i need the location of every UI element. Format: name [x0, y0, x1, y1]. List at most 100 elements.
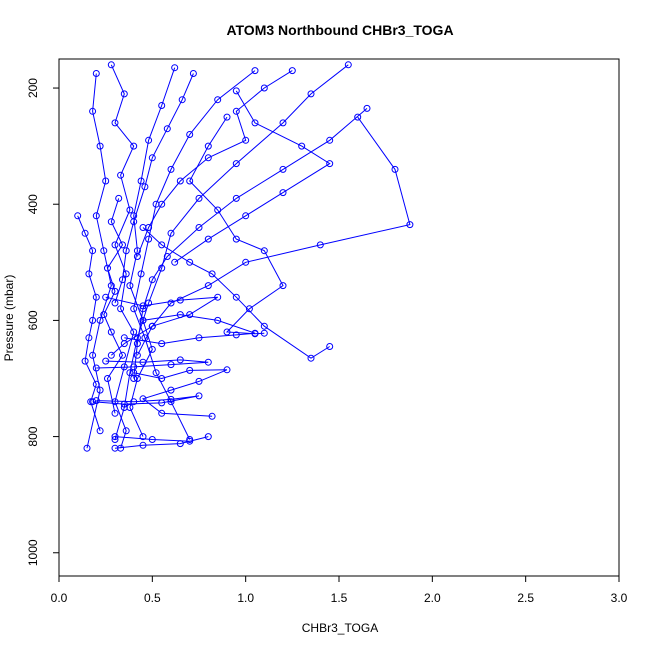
data-point — [119, 351, 126, 359]
data-point — [139, 395, 147, 403]
series-line — [110, 64, 135, 449]
data-point — [223, 328, 231, 336]
data-point — [111, 436, 119, 443]
data-point — [102, 357, 110, 365]
y-axis-label: Pressure (mbar) — [2, 275, 16, 362]
series-line — [86, 73, 112, 449]
data-point — [223, 366, 231, 374]
data-point — [83, 444, 91, 452]
data-point — [96, 386, 104, 394]
series-3 — [130, 67, 259, 443]
data-point — [204, 282, 212, 290]
data-point — [406, 221, 414, 229]
data-point — [186, 437, 194, 445]
data-point — [158, 241, 166, 249]
data-point — [89, 316, 97, 324]
data-point — [214, 316, 222, 324]
data-point — [126, 282, 134, 290]
y-tick-label: 400 — [26, 194, 40, 214]
data-point — [344, 61, 352, 69]
data-point — [96, 316, 104, 324]
data-point — [260, 329, 268, 337]
data-point — [326, 160, 334, 168]
data-point — [208, 270, 216, 278]
data-point — [145, 299, 153, 307]
data-point — [158, 102, 166, 109]
data-point — [100, 247, 108, 255]
data-point — [279, 189, 287, 197]
y-tick-label: 600 — [26, 310, 40, 330]
data-point — [148, 436, 156, 443]
series-line — [133, 108, 368, 379]
data-point — [245, 305, 253, 313]
y-tick-label: 200 — [26, 78, 40, 98]
data-point — [107, 61, 115, 69]
data-point — [141, 183, 149, 191]
data-point — [96, 142, 104, 150]
data-point — [242, 258, 250, 266]
x-tick-label: 1.5 — [331, 591, 348, 605]
data-point — [204, 235, 212, 243]
data-point — [133, 375, 141, 382]
data-point — [204, 358, 212, 366]
series-line — [142, 227, 330, 359]
x-axis-label: CHBr3_TOGA — [302, 621, 378, 635]
data-point — [139, 433, 147, 441]
data-point — [102, 177, 110, 185]
data-point — [195, 224, 203, 231]
data-point — [89, 351, 97, 359]
data-point — [130, 142, 138, 150]
data-point — [158, 399, 166, 407]
data-point — [167, 165, 175, 173]
data-point — [85, 334, 93, 342]
series-6 — [74, 212, 104, 435]
data-point — [251, 119, 259, 127]
data-point — [137, 270, 145, 278]
data-point — [307, 90, 315, 98]
series-5 — [83, 70, 115, 452]
data-point — [279, 119, 287, 127]
series-line — [133, 70, 256, 440]
data-point — [100, 311, 108, 319]
data-point — [145, 224, 153, 231]
data-point — [137, 177, 145, 185]
series-line — [96, 359, 209, 369]
data-point — [232, 235, 240, 243]
data-point — [251, 67, 259, 75]
data-point — [145, 235, 153, 243]
x-tick-label: 0.5 — [144, 591, 161, 605]
data-point — [139, 358, 147, 366]
data-point — [111, 409, 119, 417]
data-point — [167, 395, 175, 403]
series-line — [103, 198, 124, 414]
data-point — [178, 96, 186, 104]
data-point — [139, 441, 147, 449]
y-tick-label: 1000 — [26, 539, 40, 566]
data-point — [363, 104, 371, 112]
data-point — [119, 241, 126, 249]
data-point — [214, 293, 222, 301]
data-point — [208, 412, 216, 420]
data-point — [74, 212, 82, 220]
data-point — [163, 125, 171, 133]
series-line — [174, 90, 331, 263]
data-point — [195, 377, 203, 385]
data-point — [204, 142, 212, 150]
series-line — [136, 116, 411, 356]
data-point — [167, 229, 175, 237]
series-15 — [130, 366, 231, 420]
series-7 — [130, 104, 371, 382]
data-point — [139, 302, 147, 310]
data-point — [171, 64, 179, 72]
data-point — [126, 206, 134, 214]
x-tick-label: 2.5 — [517, 591, 534, 605]
data-point — [214, 206, 222, 214]
data-point — [122, 247, 130, 255]
y-axis: 200 400 600 800 1000 — [26, 78, 59, 566]
x-tick-label: 2.0 — [424, 591, 441, 605]
data-point — [92, 212, 100, 220]
data-point — [260, 322, 268, 330]
series-2 — [126, 64, 179, 441]
data-point — [111, 444, 119, 452]
